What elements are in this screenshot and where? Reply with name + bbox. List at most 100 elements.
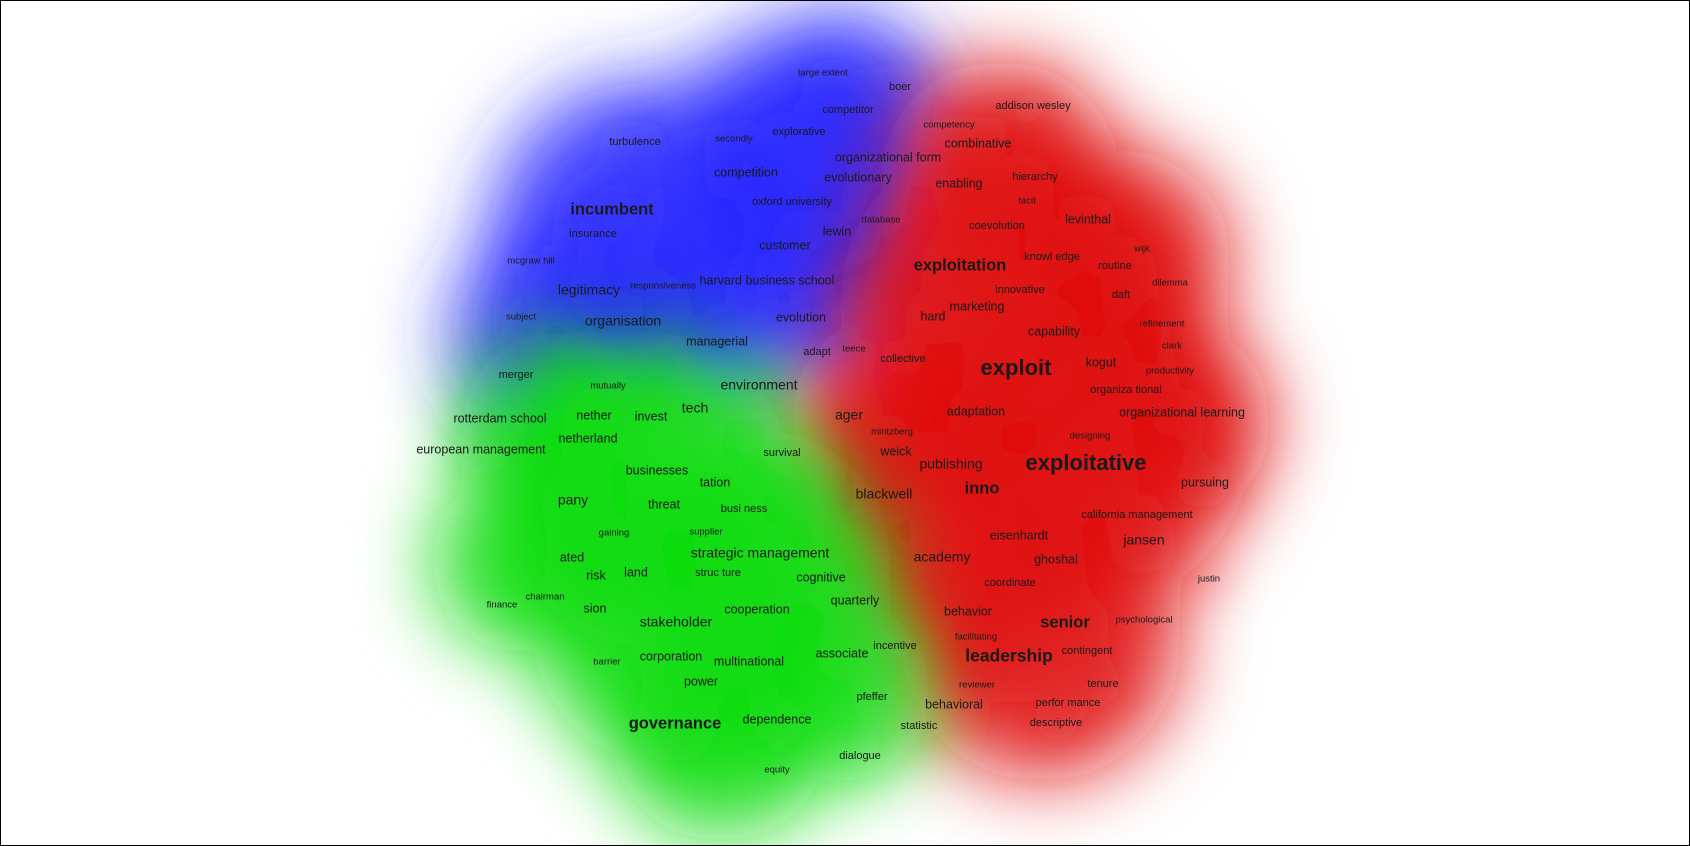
- term-label-exploitation: exploitation: [914, 256, 1007, 274]
- term-label-publishing: publishing: [919, 456, 982, 472]
- term-label-tacit: tacit: [1018, 196, 1036, 207]
- term-label-insurance: insurance: [569, 228, 617, 240]
- productivity-halo: [1154, 355, 1186, 387]
- term-label-blackwell: blackwell: [856, 486, 913, 502]
- managerial-halo: [689, 314, 745, 370]
- term-label-inno: inno: [965, 479, 1000, 497]
- term-label-strategic-management: strategic management: [691, 545, 830, 561]
- innovative-halo: [998, 268, 1042, 312]
- term-label-designing: designing: [1070, 431, 1111, 442]
- netherland-halo: [560, 411, 616, 467]
- quarterly-halo: [827, 573, 883, 629]
- term-label-behavioral: behavioral: [925, 697, 983, 711]
- term-label-pursuing: pursuing: [1181, 475, 1229, 489]
- jansen-halo: [1110, 507, 1178, 575]
- term-label-justin: justin: [1197, 574, 1220, 585]
- threat-halo: [636, 477, 692, 533]
- term-label-coevolution: coevolution: [969, 220, 1025, 232]
- term-label-wijk: wijk: [1133, 244, 1150, 255]
- term-label-psychological: psychological: [1115, 615, 1172, 626]
- organisation-halo: [589, 288, 657, 356]
- term-label-evolution: evolution: [776, 310, 826, 324]
- term-label-boer: boer: [889, 81, 911, 93]
- term-label-incentive: incentive: [873, 640, 916, 652]
- insurance-halo: [571, 212, 615, 256]
- evolutionary-halo: [830, 150, 886, 206]
- term-label-struc-ture: struc ture: [695, 567, 741, 579]
- term-label-supplier: supplier: [689, 527, 722, 538]
- term-label-behavior: behavior: [944, 604, 992, 618]
- term-label-leadership: leadership: [965, 646, 1053, 666]
- term-label-descriptive: descriptive: [1030, 717, 1083, 729]
- term-label-organizational-learning: organizational learning: [1119, 405, 1245, 419]
- term-label-organizational-form: organizational form: [835, 150, 941, 164]
- land-halo: [608, 545, 664, 601]
- term-label-levinthal: levinthal: [1065, 212, 1111, 226]
- term-label-invest: invest: [635, 409, 668, 423]
- term-label-adapt: adapt: [803, 346, 831, 358]
- term-label-teece: teece: [842, 344, 865, 355]
- term-label-tenure: tenure: [1087, 678, 1118, 690]
- term-label-multinational: multinational: [714, 654, 784, 668]
- term-label-daft: daft: [1112, 289, 1130, 301]
- term-label-barrier: barrier: [593, 657, 620, 668]
- term-label-collective: collective: [880, 353, 925, 365]
- governance-halo: [635, 684, 715, 764]
- turbulence-halo: [613, 120, 657, 164]
- pfeffer-halo: [850, 675, 894, 719]
- struc-ture-halo: [696, 551, 740, 595]
- term-label-dilemma: dilemma: [1152, 278, 1189, 289]
- term-label-adaptation: adaptation: [947, 404, 1005, 418]
- term-label-european-management: european management: [416, 442, 546, 456]
- term-label-survival: survival: [763, 447, 800, 459]
- term-label-cooperation: cooperation: [724, 602, 789, 616]
- term-label-busi-ness: busi ness: [721, 503, 768, 515]
- organiza-tional-halo: [1104, 368, 1148, 412]
- term-label-environment: environment: [720, 377, 797, 393]
- exploitative-halo: [1034, 412, 1138, 516]
- term-label-power: power: [684, 674, 718, 688]
- term-label-land: land: [624, 565, 648, 579]
- term-label-corporation: corporation: [640, 649, 703, 663]
- clark-halo: [1156, 330, 1188, 362]
- term-label-eisenhardt: eisenhardt: [990, 528, 1049, 542]
- term-label-sion: sion: [584, 601, 607, 615]
- tenure-halo: [1081, 662, 1125, 706]
- explorative-halo: [777, 110, 821, 154]
- finance-halo: [486, 589, 518, 621]
- term-label-responsiveness: responsiveness: [630, 281, 696, 292]
- term-label-facilitating: facilitating: [955, 632, 997, 643]
- ager-halo: [815, 382, 883, 450]
- term-label-threat: threat: [648, 497, 680, 511]
- term-label-competitor: competitor: [822, 104, 874, 116]
- collective-halo: [881, 337, 925, 381]
- term-label-harvard-business-school: harvard business school: [700, 273, 835, 287]
- term-label-coordinate: coordinate: [984, 577, 1035, 589]
- boer-halo: [878, 65, 922, 109]
- term-label-academy: academy: [914, 549, 971, 565]
- term-label-mcgraw-hill: mcgraw hill: [507, 256, 555, 267]
- term-label-tech: tech: [682, 400, 708, 416]
- dependence-halo: [749, 692, 805, 748]
- term-label-customer: customer: [759, 238, 810, 252]
- marketing-halo: [949, 279, 1005, 335]
- term-label-businesses: businesses: [626, 463, 689, 477]
- term-label-california-management: california management: [1081, 509, 1192, 521]
- inno-halo: [942, 449, 1022, 529]
- term-label-cognitive: cognitive: [796, 570, 845, 584]
- term-label-stakeholder: stakeholder: [640, 614, 713, 630]
- psychological-halo: [1128, 604, 1160, 636]
- term-label-subject: subject: [506, 312, 536, 323]
- lewin-halo: [809, 204, 865, 260]
- term-label-perfor-mance: perfor mance: [1036, 697, 1101, 709]
- term-label-refinement: refinement: [1140, 319, 1185, 330]
- blackwell-halo: [850, 461, 918, 529]
- contingent-halo: [1065, 629, 1109, 673]
- oxford-university-halo: [770, 180, 814, 224]
- sion-halo: [567, 581, 623, 637]
- justin-halo: [1193, 563, 1225, 595]
- barrier-halo: [591, 646, 623, 678]
- term-label-hierarchy: hierarchy: [1012, 171, 1058, 183]
